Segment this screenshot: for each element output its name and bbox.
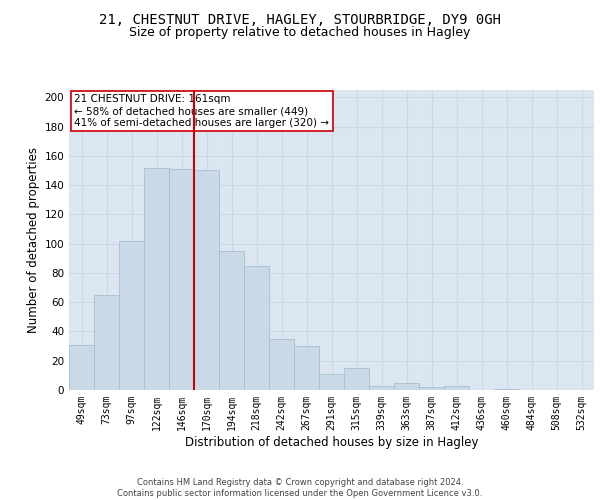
Bar (244, 266, 269, 390)
Bar (69, 344, 94, 390)
X-axis label: Distribution of detached houses by size in Hagley: Distribution of detached houses by size … (185, 436, 478, 448)
Bar (319, 374, 344, 390)
Bar (444, 386, 469, 390)
Bar (494, 388, 519, 390)
Bar (169, 169, 194, 390)
Text: 21 CHESTNUT DRIVE: 161sqm
← 58% of detached houses are smaller (449)
41% of semi: 21 CHESTNUT DRIVE: 161sqm ← 58% of detac… (74, 94, 329, 128)
Bar (94, 295, 119, 390)
Text: Size of property relative to detached houses in Hagley: Size of property relative to detached ho… (130, 26, 470, 39)
Text: 21, CHESTNUT DRIVE, HAGLEY, STOURBRIDGE, DY9 0GH: 21, CHESTNUT DRIVE, HAGLEY, STOURBRIDGE,… (99, 12, 501, 26)
Bar (119, 240, 144, 390)
Text: Contains HM Land Registry data © Crown copyright and database right 2024.
Contai: Contains HM Land Registry data © Crown c… (118, 478, 482, 498)
Bar (369, 386, 394, 390)
Bar (219, 251, 244, 390)
Y-axis label: Number of detached properties: Number of detached properties (27, 147, 40, 333)
Bar (269, 339, 294, 390)
Bar (294, 346, 319, 390)
Bar (394, 382, 419, 390)
Bar (419, 387, 444, 390)
Bar (344, 368, 369, 390)
Bar (194, 170, 219, 390)
Bar (144, 168, 169, 390)
